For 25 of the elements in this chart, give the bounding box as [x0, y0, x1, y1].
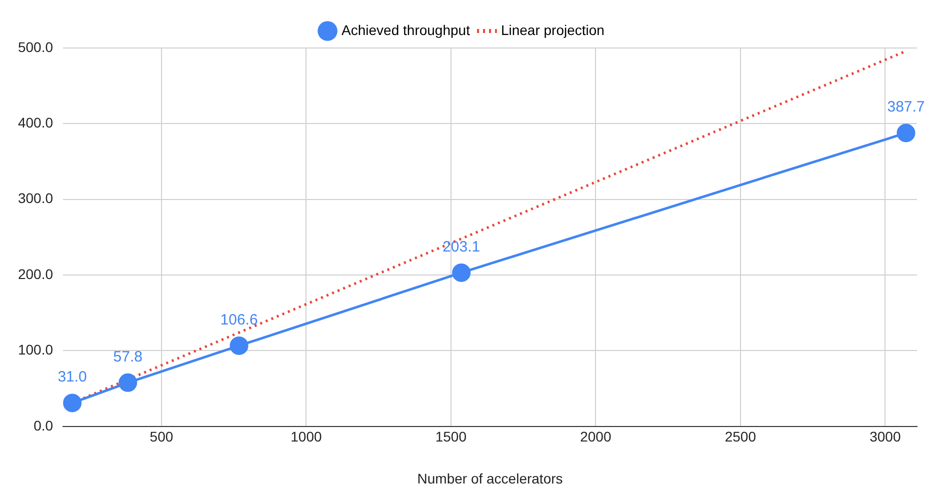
- y-tick-label: 200.0: [18, 266, 54, 282]
- data-label: 203.1: [442, 238, 480, 256]
- data-label: 57.8: [113, 348, 142, 366]
- point: [452, 263, 471, 282]
- x-tick-label: 3000: [870, 428, 901, 445]
- x-tick-label: 2000: [580, 428, 612, 445]
- y-tick-label: 300.0: [18, 190, 54, 206]
- x-tick-label: 1000: [290, 428, 322, 445]
- legend-label: Achieved throughput: [342, 22, 470, 38]
- data-label: 106.6: [220, 311, 258, 328]
- point: [896, 124, 916, 142]
- x-tick-label: 1500: [435, 428, 467, 445]
- x-tick-label: 2500: [724, 428, 756, 445]
- legend-label: Linear projection: [500, 22, 604, 38]
- x-axis-title: Number of accelerators: [417, 470, 563, 486]
- x-tick-label: 500: [150, 428, 174, 445]
- point: [118, 373, 138, 392]
- y-tick-label: 0.0: [34, 417, 54, 434]
- data-label: 387.7: [887, 98, 925, 116]
- point: [230, 336, 248, 355]
- y-tick-label: 500.0: [18, 38, 54, 55]
- data-label: 31.0: [58, 368, 87, 386]
- y-tick-label: 400.0: [18, 114, 54, 131]
- y-tick-label: 100.0: [18, 342, 54, 358]
- point: [63, 394, 82, 412]
